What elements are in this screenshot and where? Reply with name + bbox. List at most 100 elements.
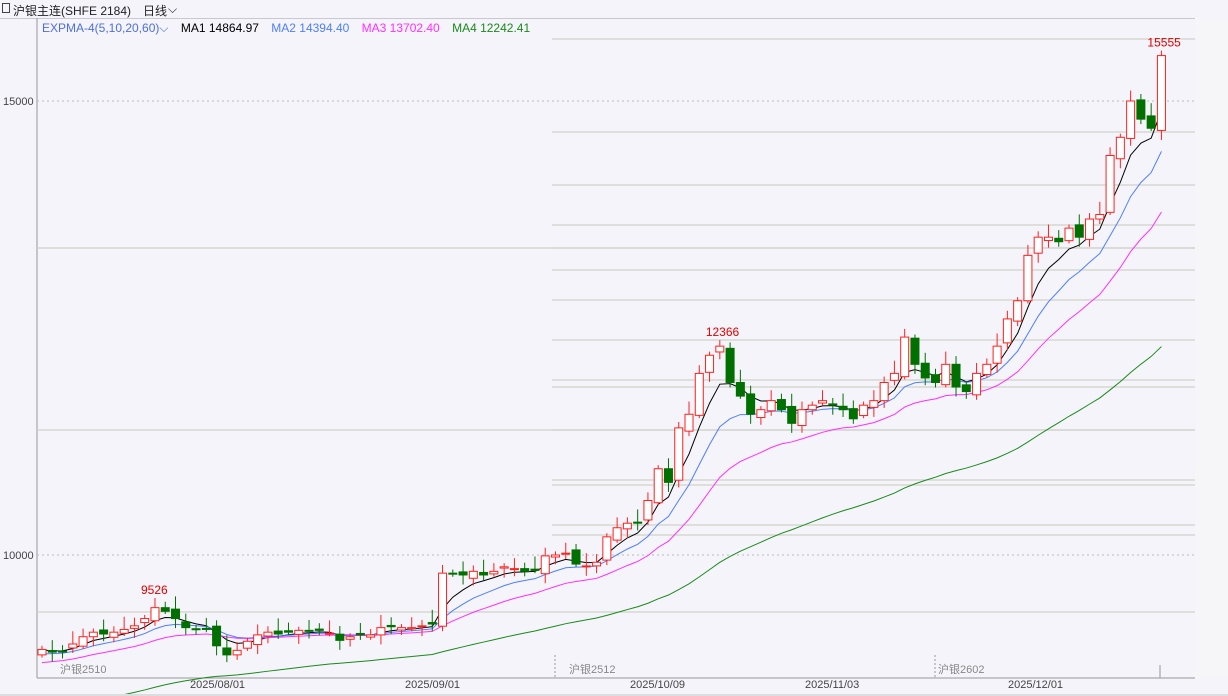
candle-down	[930, 374, 940, 383]
candle-down	[222, 647, 232, 656]
candle-up	[581, 565, 591, 568]
candle-up	[715, 345, 725, 353]
candle-down	[58, 650, 68, 653]
candle-up	[417, 625, 427, 628]
candle-up	[592, 561, 602, 567]
candle-up	[150, 607, 160, 622]
candle-up	[869, 400, 879, 408]
candle-down	[99, 629, 109, 635]
candle-down	[746, 393, 756, 415]
ema-line-5	[41, 110, 1162, 652]
indicator-selector[interactable]: EXPMA-4(5,10,20,60)	[42, 21, 160, 35]
candle-up	[78, 636, 88, 647]
candle-up	[396, 627, 406, 631]
candle-up	[766, 400, 776, 412]
candle-up	[37, 648, 47, 656]
candle-up	[797, 409, 807, 427]
candle-up	[551, 554, 560, 558]
candle-up	[540, 555, 550, 575]
candle-down	[304, 629, 314, 632]
candle-up	[602, 536, 612, 561]
candle-up	[1013, 300, 1023, 322]
candle-up	[1033, 236, 1043, 254]
candle-up	[294, 629, 304, 635]
max-price-label: 9526	[141, 583, 168, 597]
candle-down	[201, 627, 211, 630]
x-label: 2025/08/01	[190, 679, 246, 691]
ma2-value: MA2 14394.40	[271, 21, 350, 35]
candle-down	[181, 621, 191, 629]
indicator-legend: EXPMA-4(5,10,20,60)⌵ MA1 14864.97 MA2 14…	[42, 21, 539, 36]
candle-down	[212, 625, 222, 647]
ema-line-10	[41, 151, 1162, 655]
candle-down	[355, 632, 365, 636]
chevron-down-icon[interactable]: ⌵	[159, 21, 169, 35]
candle-down	[171, 608, 181, 620]
candle-up	[325, 632, 335, 635]
candle-up	[1156, 55, 1166, 131]
candle-down	[273, 630, 283, 635]
candle-down	[1146, 115, 1156, 129]
candle-down	[314, 628, 324, 631]
candle-up	[68, 643, 78, 649]
candle-down	[1136, 99, 1146, 120]
max-price-label: 15555	[1147, 36, 1181, 50]
candle-up	[253, 634, 263, 646]
candle-down	[920, 362, 930, 379]
contract-label: 沪银2512	[569, 664, 616, 676]
candle-down	[828, 403, 838, 406]
y-tick-label: 15000	[3, 96, 34, 108]
ma3-value: MA3 13702.40	[361, 21, 440, 35]
candle-down	[283, 630, 293, 633]
x-label: 2025/12/01	[1008, 679, 1064, 691]
candle-down	[458, 571, 468, 576]
ema-line-60	[124, 346, 1162, 696]
candle-down	[386, 624, 396, 628]
period-selector[interactable]: 日线	[143, 4, 168, 18]
ema-line-20	[41, 211, 1162, 664]
candle-up	[622, 522, 632, 530]
candle-down	[951, 363, 961, 388]
candle-up	[694, 372, 704, 416]
contract-label: 沪银2510	[60, 664, 107, 676]
candle-up	[807, 404, 817, 411]
candle-down	[448, 572, 458, 575]
candle-up	[643, 500, 653, 521]
candle-up	[232, 649, 242, 656]
candle-up	[879, 381, 889, 402]
symbol-title: 沪银主连(SHFE 2184)	[13, 4, 132, 18]
candle-up	[900, 336, 910, 378]
ma4-value: MA4 12242.41	[452, 21, 531, 35]
candle-down	[47, 650, 57, 653]
candle-up	[684, 413, 694, 432]
chevron-down-icon[interactable]: ⌵	[168, 2, 178, 16]
candle-up	[499, 566, 509, 569]
window-icon	[2, 3, 10, 13]
candle-down	[633, 521, 643, 524]
candle-down	[725, 347, 735, 383]
y-tick-label: 10000	[3, 550, 34, 562]
candle-up	[941, 363, 951, 386]
candle-up	[1085, 218, 1095, 240]
candle-up	[674, 427, 684, 481]
candle-up	[140, 618, 150, 624]
candle-down	[838, 405, 848, 411]
candle-down	[787, 405, 797, 424]
candle-up	[1023, 254, 1033, 302]
candle-up	[982, 363, 992, 375]
candle-up	[756, 409, 766, 419]
candle-up	[653, 468, 663, 504]
candle-down	[530, 568, 540, 571]
x-label: 2025/10/09	[630, 679, 686, 691]
candle-down	[427, 622, 437, 625]
candle-up	[366, 634, 376, 638]
candle-up	[859, 404, 869, 417]
candle-up	[1105, 154, 1115, 213]
max-price-label: 12366	[706, 325, 740, 339]
horizontal-scrollbar[interactable]	[0, 694, 1228, 696]
candle-up	[1115, 136, 1125, 160]
candle-down	[520, 568, 530, 572]
candle-up	[509, 568, 519, 571]
candle-up	[88, 631, 98, 638]
